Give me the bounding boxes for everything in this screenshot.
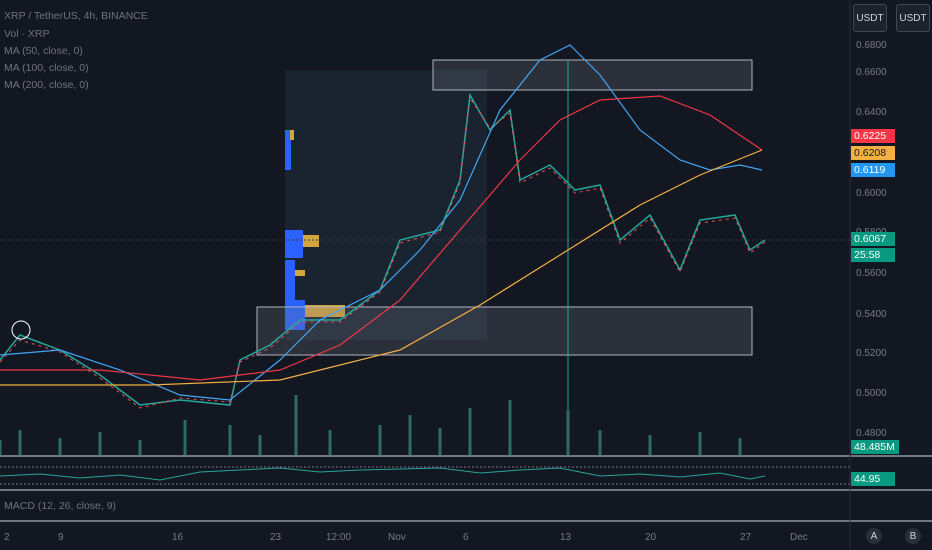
price-series-down bbox=[0, 96, 766, 409]
symbol: XRP / TetherUS, 4h, BINANCE bbox=[4, 10, 148, 22]
volume-bars bbox=[0, 395, 742, 455]
ma50-line bbox=[0, 44, 763, 401]
ma-legend: MA (50, close, 0) bbox=[4, 45, 83, 57]
price-badge: 0.6067 bbox=[851, 232, 895, 246]
ma200-badge: 0.6208 bbox=[851, 146, 895, 160]
time-label: 6 bbox=[463, 532, 469, 543]
ma-legend: MA (100, close, 0) bbox=[4, 62, 89, 74]
ma50-badge: 0.6119 bbox=[851, 163, 895, 177]
resistance-zone bbox=[432, 59, 753, 91]
rsi-line bbox=[0, 467, 766, 481]
volume-legend: Vol · XRP bbox=[4, 28, 50, 40]
highlight-circle bbox=[11, 320, 31, 340]
price-label: 0.6600 bbox=[856, 67, 887, 78]
scale-button[interactable]: A bbox=[866, 528, 882, 544]
price-label: 0.6800 bbox=[856, 40, 887, 51]
price-label: 0.6400 bbox=[856, 107, 887, 118]
volume-profile-hi bbox=[290, 130, 345, 317]
price-label: 0.4800 bbox=[856, 428, 887, 439]
volume-badge: 48.485M bbox=[851, 440, 899, 454]
time-label: 2 bbox=[4, 532, 10, 543]
support-zone bbox=[256, 306, 753, 356]
price-label: 0.5000 bbox=[856, 388, 887, 399]
time-label: 23 bbox=[270, 532, 282, 543]
time-label: 16 bbox=[172, 532, 184, 543]
currency-button[interactable]: USDT bbox=[853, 4, 887, 32]
currency-button[interactable]: USDT bbox=[896, 4, 930, 32]
price-label: 0.5400 bbox=[856, 309, 887, 320]
time-label: 12:00 bbox=[326, 532, 352, 543]
scale-button[interactable]: B bbox=[905, 528, 921, 544]
ma-legend: MA (200, close, 0) bbox=[4, 79, 89, 91]
time-label: Nov bbox=[388, 532, 406, 543]
ma100-line bbox=[0, 95, 763, 381]
ma200-line bbox=[0, 149, 763, 386]
price-label: 0.5600 bbox=[856, 268, 887, 279]
time-label: 27 bbox=[740, 532, 752, 543]
time-label: 13 bbox=[560, 532, 572, 543]
macd-legend: MACD (12, 26, close, 9) bbox=[4, 500, 117, 512]
time-label: 9 bbox=[58, 532, 64, 543]
time-label: 20 bbox=[645, 532, 657, 543]
price-label: 0.6000 bbox=[856, 188, 887, 199]
countdown-badge: 25:58 bbox=[851, 248, 895, 262]
time-label: Dec bbox=[790, 532, 808, 543]
ma100-badge: 0.6225 bbox=[851, 129, 895, 143]
rsi-badge: 44.95 bbox=[851, 472, 895, 486]
price-label: 0.5200 bbox=[856, 348, 887, 359]
volume-profile-area bbox=[285, 70, 487, 340]
